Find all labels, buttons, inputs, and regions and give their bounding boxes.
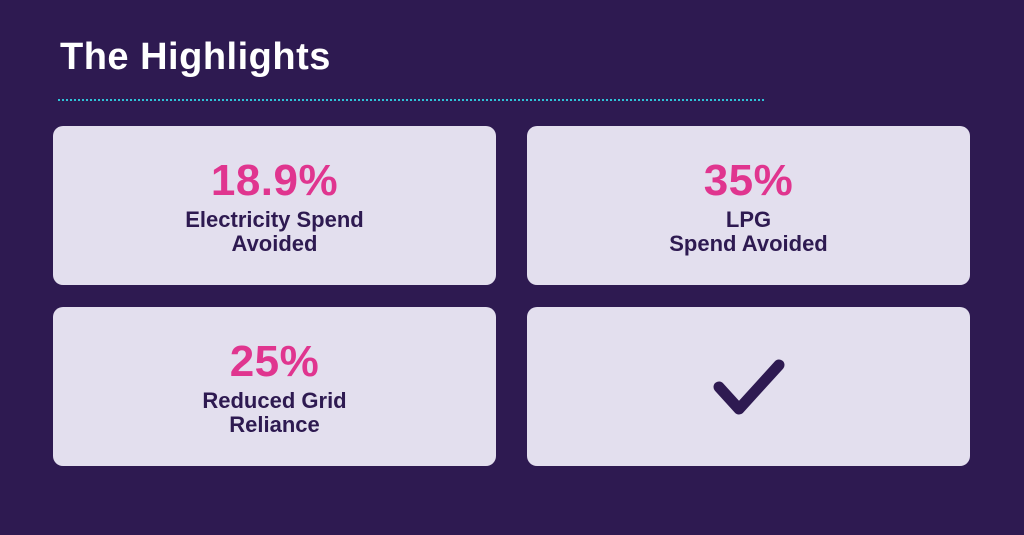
highlight-label-line: LPG (725, 206, 772, 232)
highlight-label-line: Reduced Grid (202, 387, 347, 413)
highlight-label: LPG Spend Avoided (669, 206, 828, 256)
highlight-card-lpg: 35% LPG Spend Avoided (527, 126, 970, 285)
highlight-label: Electricity Spend Avoided (185, 206, 364, 256)
highlight-label-line: Reliance (229, 411, 320, 437)
highlight-label-line: Spend Avoided (669, 230, 828, 256)
checkmark-icon (713, 359, 784, 414)
highlight-card-check (527, 307, 970, 466)
title-divider (58, 99, 764, 101)
highlight-value: 35% (703, 155, 794, 205)
highlight-label-line: Electricity Spend (185, 206, 364, 232)
highlight-card-electricity: 18.9% Electricity Spend Avoided (53, 126, 496, 285)
highlight-label-line: Avoided (231, 230, 318, 256)
highlight-value: 18.9% (210, 155, 339, 205)
highlight-value: 25% (229, 336, 320, 386)
highlight-label: Reduced Grid Reliance (202, 387, 347, 437)
page-title: The Highlights (60, 36, 331, 78)
highlight-card-grid: 25% Reduced Grid Reliance (53, 307, 496, 466)
